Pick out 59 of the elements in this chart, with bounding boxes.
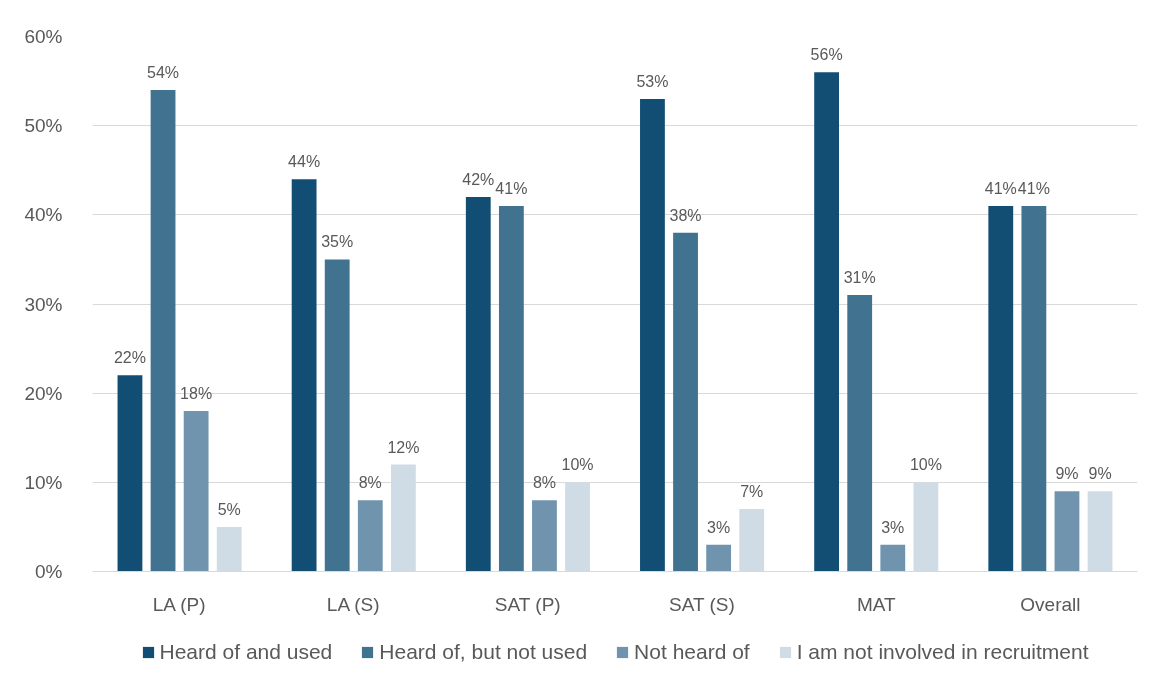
bar <box>324 259 350 572</box>
data-label: 38% <box>669 206 702 224</box>
data-label: 18% <box>180 385 213 402</box>
data-label: 3% <box>881 518 905 536</box>
data-label: 8% <box>532 474 557 492</box>
data-label: 41% <box>1017 179 1050 197</box>
bar <box>706 544 732 572</box>
x-tick-label: SAT (S) <box>669 593 735 615</box>
data-label: 53% <box>636 72 669 90</box>
data-label: 41% <box>495 179 528 197</box>
y-tick-label: 0% <box>35 561 63 582</box>
data-label: 41% <box>984 179 1017 197</box>
data-label: 3% <box>707 518 731 536</box>
bar <box>814 72 840 572</box>
data-label: 7% <box>740 483 764 501</box>
bar <box>847 295 873 572</box>
data-label: 22% <box>113 349 146 367</box>
bar <box>640 98 665 572</box>
x-tick-label: LA (S) <box>326 593 380 615</box>
y-tick-label: 10% <box>24 471 63 493</box>
data-label: 35% <box>321 233 354 251</box>
x-tick-label: MAT <box>856 593 896 615</box>
data-label: 12% <box>387 438 420 456</box>
legend-label: I am not involved in recruitment <box>796 640 1089 664</box>
bar <box>532 500 557 572</box>
y-tick-label: 30% <box>24 293 63 315</box>
data-label: 8% <box>358 474 382 492</box>
bar <box>117 375 143 572</box>
y-tick-label: 40% <box>24 204 63 226</box>
bar <box>498 205 524 572</box>
x-tick-label: Overall <box>1020 593 1081 615</box>
x-tick-label: LA (P) <box>152 593 206 615</box>
data-label: 9% <box>1088 465 1112 483</box>
bar <box>1054 491 1080 572</box>
data-label: 9% <box>1055 465 1079 483</box>
bar <box>988 205 1014 572</box>
legend-label: Heard of and used <box>159 640 333 664</box>
legend-label: Not heard of <box>634 640 750 664</box>
data-label: 31% <box>843 269 876 287</box>
y-tick-label: 50% <box>24 115 63 137</box>
bar <box>1021 205 1047 572</box>
bar <box>880 544 906 572</box>
data-label: 54% <box>147 64 180 81</box>
data-label: 5% <box>217 500 241 518</box>
bar <box>673 232 698 572</box>
bar <box>465 197 491 572</box>
bar <box>291 179 317 572</box>
legend-label: Heard of, but not used <box>379 640 588 664</box>
y-tick-label: 20% <box>24 382 63 404</box>
bar <box>357 500 383 572</box>
data-label: 10% <box>561 456 594 474</box>
data-label: 56% <box>810 46 843 64</box>
bar <box>183 411 209 572</box>
data-label: 10% <box>909 456 942 474</box>
data-label: 42% <box>462 171 495 188</box>
y-tick-label: 60% <box>24 26 63 47</box>
data-label: 44% <box>288 153 321 171</box>
bar <box>150 90 176 572</box>
x-tick-label: SAT (P) <box>494 593 561 615</box>
